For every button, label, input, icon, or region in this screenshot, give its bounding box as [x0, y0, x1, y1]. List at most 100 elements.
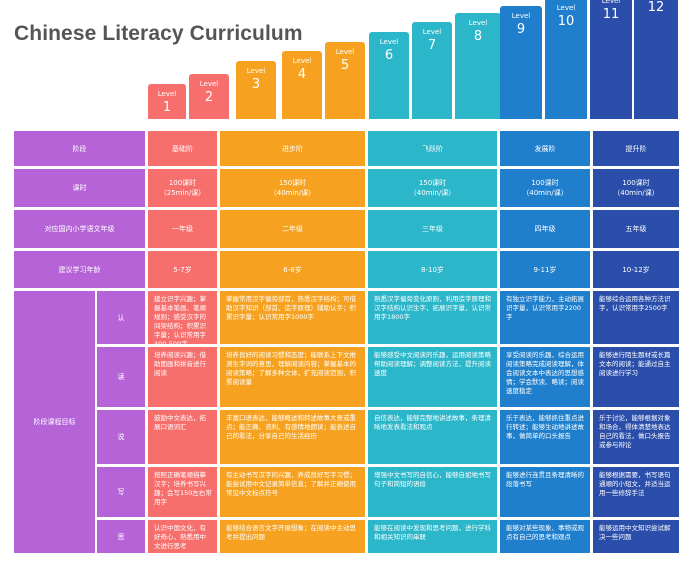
goal-label: 思	[97, 520, 145, 553]
hours-cell-line: （25min/课）	[159, 189, 206, 197]
goal-cell: 能够在阅读中发现和思考问题，进行学科和相关知识的串联	[368, 520, 497, 553]
level-5: Level 5	[325, 42, 365, 119]
grade-cell: 一年级	[148, 210, 217, 248]
goal-cell: 能够根据需要，书写语句通顺的小短文，并适当运用一些修辞手法	[593, 467, 679, 517]
grade-cell: 三年级	[368, 210, 497, 248]
goal-label: 认	[97, 291, 145, 344]
goal-cell: 享受阅读的乐趣，综合运用阅读策略完成阅读理解，体会阅读文本中表达的思想感情；学会…	[500, 347, 590, 407]
level-number: 3	[251, 77, 261, 92]
level-11: Level 11	[590, 0, 632, 119]
hours-cell-line: （40min/课）	[269, 189, 316, 197]
level-word: Level	[292, 57, 312, 65]
level-number: 1	[162, 100, 172, 115]
goal-cell: 掌握常用汉字偏旁部首，熟悉汉字结构；可借助汉字知识（部首、造字原理）辅助认字；积…	[220, 291, 365, 344]
hours-cell: 100课时 （25min/课）	[148, 169, 217, 207]
goal-cell: 能够综合运用各种方法识字，认识常用字2500字	[593, 291, 679, 344]
hours-cell-line: （40min/课）	[522, 189, 568, 197]
age-cell: 9-11岁	[500, 251, 590, 288]
level-number: 4	[297, 67, 307, 82]
level-7: Level 7	[412, 22, 452, 119]
grade-cell: 四年级	[500, 210, 590, 248]
level-12: Level12	[634, 0, 678, 119]
goal-label: 读	[97, 347, 145, 407]
hours-cell-line: 150课时	[418, 179, 447, 187]
level-6: Level 6	[369, 32, 409, 119]
goal-cell: 丰富口语表达，能够概述和转述故事大意或重点；能正确、流利、有感情地朗读；能表述自…	[220, 410, 365, 464]
level-word: Level	[468, 19, 488, 27]
row-label-hours: 课时	[14, 169, 145, 207]
goal-cell: 能够对某些现象、事物或观点有自己的思考和观点	[500, 520, 590, 553]
goal-cell: 按照正确笔顺描摹汉字；培养书写兴趣；会写150左右常用字	[148, 467, 217, 517]
level-3: Level 3	[236, 61, 276, 119]
level-word: Level	[379, 38, 399, 46]
goal-cell: 熟悉汉字偏旁变化原则，利用造字原理和汉字结构认识生字，拓展识字量，认识常用字18…	[368, 291, 497, 344]
level-word: Level	[246, 67, 266, 75]
row-label-stage: 阶段	[14, 131, 145, 166]
level-word: Level	[335, 48, 355, 56]
level-word: Level	[157, 90, 177, 98]
hours-cell: 150课时 （40min/课）	[220, 169, 365, 207]
hours-cell-line: （40min/课）	[613, 189, 659, 197]
level-number: 10	[557, 14, 575, 29]
goal-cell: 能够运用中文知识尝试解决一些问题	[593, 520, 679, 553]
goals-label: 阶段课程目标	[14, 291, 95, 553]
row-label-age: 建议学习年龄	[14, 251, 145, 288]
hours-cell-line: 100课时	[622, 179, 650, 187]
goal-label: 说	[97, 410, 145, 464]
level-9: Level 9	[500, 6, 542, 119]
age-cell: 6-8岁	[220, 251, 365, 288]
goal-cell: 建立识字兴趣；掌握基本笔画、笔顺规则；感受汉字的间架结构；积累识字量；认识常用字…	[148, 291, 217, 344]
level-number: 5	[340, 58, 350, 73]
stage-cell: 基础阶	[148, 131, 217, 166]
goal-cell: 自信表达，能够完整地讲述故事，条理清晰地发表看法和观点	[368, 410, 497, 464]
goal-cell: 能够进行连贯且条理清晰的段落书写	[500, 467, 590, 517]
goal-cell: 能够结合语言文字开展想象；在阅读中主动思考并提出问题	[220, 520, 365, 553]
level-number: 11	[602, 7, 620, 22]
goal-cell: 有主动书写汉字的兴趣，养成良好写字习惯；能尝试用中文记录简单信息；了解并正确使用…	[220, 467, 365, 517]
hours-cell: 100课时 （40min/课）	[500, 169, 590, 207]
level-number: 6	[384, 48, 394, 63]
goal-cell: 能够进行陌生题材或长篇文本的阅读；能通过自主阅读进行学习	[593, 347, 679, 407]
stage-cell: 发展阶	[500, 131, 590, 166]
level-number: 9	[516, 22, 526, 37]
stage-cell: 进步阶	[220, 131, 365, 166]
level-word: Level	[422, 28, 442, 36]
age-cell: 5-7岁	[148, 251, 217, 288]
hours-cell: 150课时 （40min/课）	[368, 169, 497, 207]
stage-cell: 提升阶	[593, 131, 679, 166]
hours-cell-line: 100课时	[531, 179, 559, 187]
level-1: Level 1	[148, 84, 186, 119]
level-4: Level 4	[282, 51, 322, 119]
hours-cell: 100课时 （40min/课）	[593, 169, 679, 207]
goal-cell: 有独立识字能力，主动拓展识字量，认识常用字2200字	[500, 291, 590, 344]
goal-cell: 乐于表达，能够抓住重点进行转述；能够生动地讲述故事，做简单的口头报告	[500, 410, 590, 464]
hours-cell-line: 150课时	[278, 179, 307, 187]
level-2: Level 2	[189, 74, 229, 119]
stage-cell: 飞跃阶	[368, 131, 497, 166]
level-word: Level	[199, 80, 219, 88]
age-cell: 10-12岁	[593, 251, 679, 288]
hours-cell-line: 100课时	[168, 179, 197, 187]
goal-cell: 鼓励中文表达，拓展口语词汇	[148, 410, 217, 464]
level-8: Level 8	[455, 13, 501, 119]
goal-cell: 培养良好的阅读习惯和态度；能联系上下文推测生字词的意思，理解阅读内容；掌握基本的…	[220, 347, 365, 407]
goal-cell: 认识中国文化，有好奇心，熟悉用中文进行思考	[148, 520, 217, 553]
level-word: Level	[511, 12, 531, 20]
row-label-grade: 对应国内小学语文年级	[14, 210, 145, 248]
goal-cell: 能够感受中文阅读的乐趣，运用阅读策略帮助阅读理解；调整阅读方法，提升阅读速度	[368, 347, 497, 407]
level-word: Level	[601, 0, 621, 5]
goal-cell: 乐于讨论，能够根据对象和场合，得体清楚地表达自己的看法，做口头报告或参与辩论	[593, 410, 679, 464]
level-number: 8	[473, 29, 483, 44]
level-10: Level 10	[545, 0, 587, 119]
age-cell: 8-10岁	[368, 251, 497, 288]
goal-cell: 增强中文书写的自信心，能够自如地书写句子和简短的语段	[368, 467, 497, 517]
level-number: 7	[427, 38, 437, 53]
goal-cell: 培养阅读兴趣；借助图画和拼音进行阅读	[148, 347, 217, 407]
level-number: 2	[204, 90, 214, 105]
goal-label: 写	[97, 467, 145, 517]
grade-cell: 二年级	[220, 210, 365, 248]
grade-cell: 五年级	[593, 210, 679, 248]
page-title: Chinese Literacy Curriculum	[14, 22, 303, 45]
level-number: 12	[647, 0, 665, 15]
level-word: Level	[556, 4, 576, 12]
